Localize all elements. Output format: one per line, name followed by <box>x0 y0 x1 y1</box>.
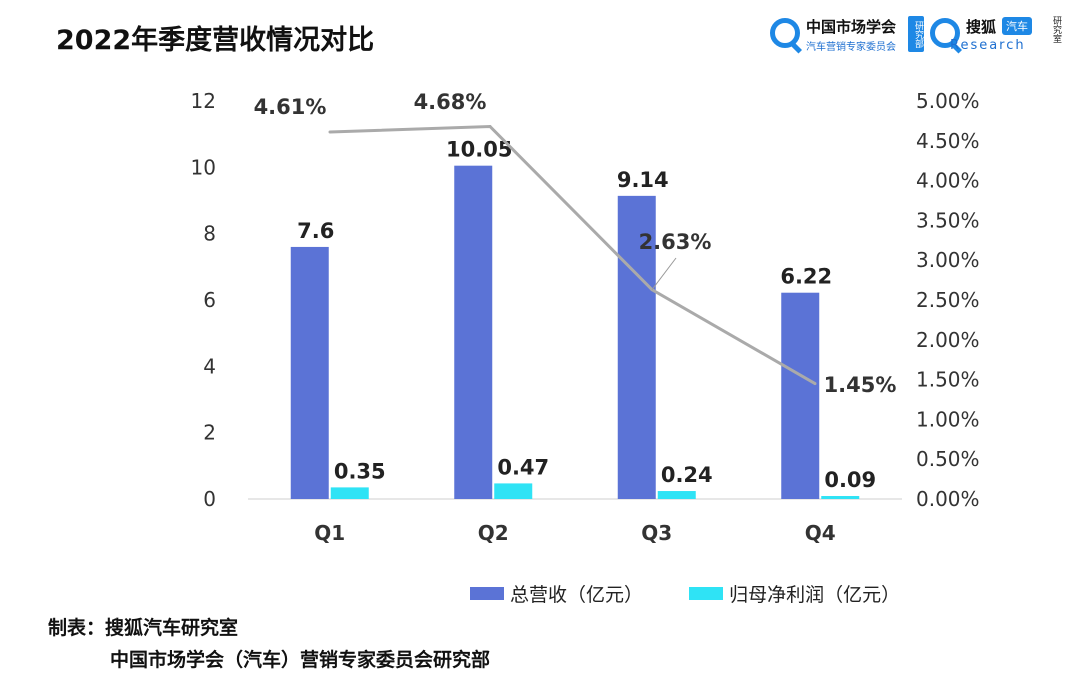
cms-logo-tag: 研究部 <box>908 16 924 52</box>
y-right-tick-label: 2.00% <box>916 328 980 352</box>
bar-net-profit <box>494 483 533 499</box>
legend-label-net-profit: 归母净利润（亿元） <box>729 584 901 606</box>
y-right-tick-label: 4.00% <box>916 169 980 193</box>
bar-net-profit <box>821 496 860 499</box>
line-series-margin <box>329 124 816 385</box>
bar-revenue <box>454 165 493 500</box>
sohu-logo-badge: 汽车 <box>1002 17 1032 35</box>
y-right-tick-label: 4.50% <box>916 129 980 153</box>
y-right-tick-label: 3.00% <box>916 248 980 272</box>
y-left-tick-label: 10 <box>191 155 216 179</box>
data-label-revenue: 10.05 <box>446 138 512 162</box>
legend-swatch-revenue <box>470 587 504 600</box>
line-data-label: 4.68% <box>414 90 487 114</box>
sohu-logo-tag: 研究室 <box>1051 16 1061 43</box>
y-right-tick-label: 5.00% <box>916 89 980 113</box>
data-label-revenue: 6.22 <box>780 265 832 289</box>
y-right-tick-label: 0.00% <box>916 487 980 511</box>
line-data-label: 2.63% <box>639 230 712 254</box>
source-note: 制表：搜狐汽车研究室 中国市场学会（汽车）营销专家委员会研究部 <box>48 612 490 676</box>
line-point <box>488 124 492 128</box>
legend-swatch-net-profit <box>689 587 724 600</box>
bar-net-profit <box>657 491 696 499</box>
data-label-net-profit: 0.47 <box>497 455 549 479</box>
x-tick-label: Q2 <box>478 521 509 545</box>
cms-logo-subtitle: 汽车营销专家委员会 <box>806 42 896 53</box>
y-left-tick-label: 8 <box>203 222 216 246</box>
cms-logo-mark-icon <box>770 18 800 48</box>
y-right-tick-label: 1.00% <box>916 407 980 431</box>
x-tick-label: Q4 <box>805 521 836 545</box>
bar-net-profit <box>330 487 369 499</box>
bar-revenue <box>617 195 656 499</box>
chart-title: 2022年季度营收情况对比 <box>56 25 375 56</box>
legend-item-revenue: 总营收（亿元） <box>470 580 643 607</box>
chart-legend: 总营收（亿元） 归母净利润（亿元） <box>470 580 940 607</box>
cms-logo-name: 中国市场学会 <box>806 18 897 36</box>
y-left-tick-label: 2 <box>203 421 216 445</box>
y-left-tick-label: 12 <box>191 89 216 113</box>
data-label-revenue: 9.14 <box>617 168 669 192</box>
y-right-tick-label: 3.50% <box>916 208 980 232</box>
y-right-tick-label: 2.50% <box>916 288 980 312</box>
source-line-2: 中国市场学会（汽车）营销专家委员会研究部 <box>110 649 491 671</box>
data-label-revenue: 7.6 <box>297 219 334 243</box>
x-tick-label: Q3 <box>641 521 672 545</box>
line-data-label: 4.61% <box>254 95 327 119</box>
data-label-net-profit: 0.35 <box>334 459 386 483</box>
y-left-tick-label: 4 <box>203 354 216 378</box>
y-right-tick-label: 1.50% <box>916 368 980 392</box>
data-label-net-profit: 0.09 <box>824 468 876 492</box>
y-right-tick-label: 0.50% <box>916 447 980 471</box>
source-line-1: 制表：搜狐汽车研究室 <box>48 617 239 639</box>
legend-label-revenue: 总营收（亿元） <box>510 584 644 606</box>
sohu-logo-subtitle: Research <box>950 38 1026 53</box>
line-point <box>328 130 332 134</box>
leader-line <box>651 257 677 290</box>
line-data-label: 1.45% <box>824 373 897 397</box>
y-left-tick-label: 0 <box>203 487 216 511</box>
cms-logo: 中国市场学会 汽车营销专家委员会 研究部 <box>770 12 930 56</box>
data-label-net-profit: 0.24 <box>661 463 713 487</box>
line-point <box>813 382 817 386</box>
sohu-logo-mark-icon <box>930 18 960 48</box>
x-tick-label: Q1 <box>314 521 345 545</box>
y-left-tick-label: 6 <box>203 288 216 312</box>
bar-revenue <box>290 246 329 499</box>
sohu-logo-name: 搜狐 <box>966 18 997 36</box>
bar-revenue <box>781 292 820 499</box>
legend-item-net-profit: 归母净利润（亿元） <box>689 580 900 607</box>
sohu-research-logo: 搜狐 汽车 Research 研究室 <box>930 12 1070 56</box>
